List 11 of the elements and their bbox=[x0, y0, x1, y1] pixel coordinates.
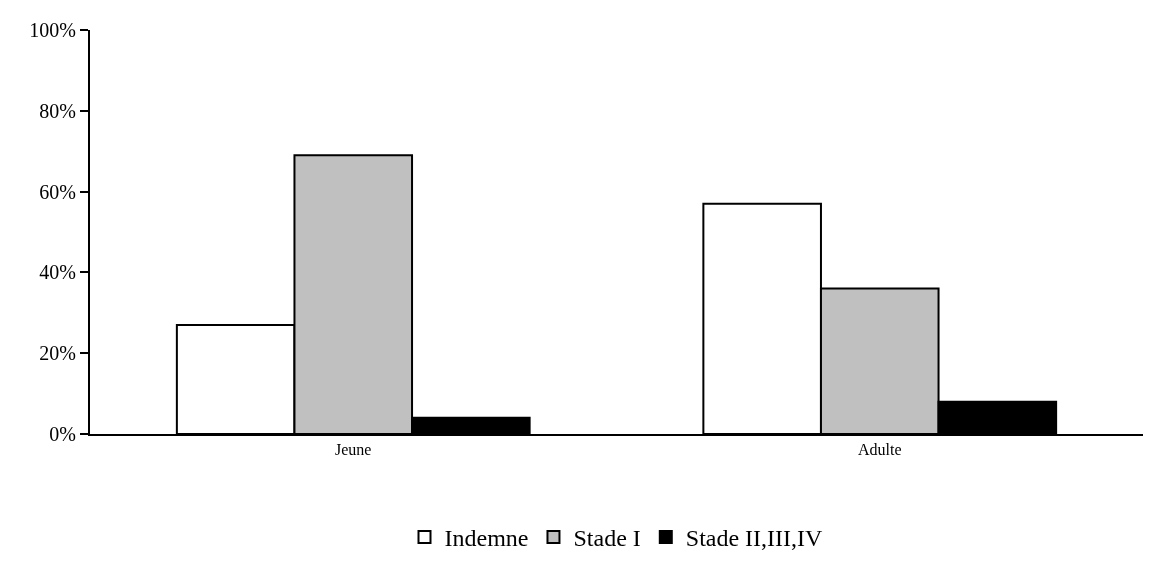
legend-label: Indemne bbox=[444, 525, 529, 552]
y-tick-label: 0% bbox=[49, 423, 76, 445]
x-tick-label: Adulte bbox=[857, 441, 902, 459]
y-tick-label: 60% bbox=[39, 180, 76, 203]
legend-label: Stade I bbox=[573, 525, 641, 552]
y-tick-label: 80% bbox=[39, 99, 76, 122]
y-tick-label: 20% bbox=[39, 342, 76, 365]
legend-label: Stade II,III,IV bbox=[685, 525, 824, 552]
y-tick-label: 100% bbox=[29, 19, 76, 41]
y-tick-label: 40% bbox=[39, 261, 76, 284]
x-tick-label: Jeune bbox=[335, 441, 372, 459]
